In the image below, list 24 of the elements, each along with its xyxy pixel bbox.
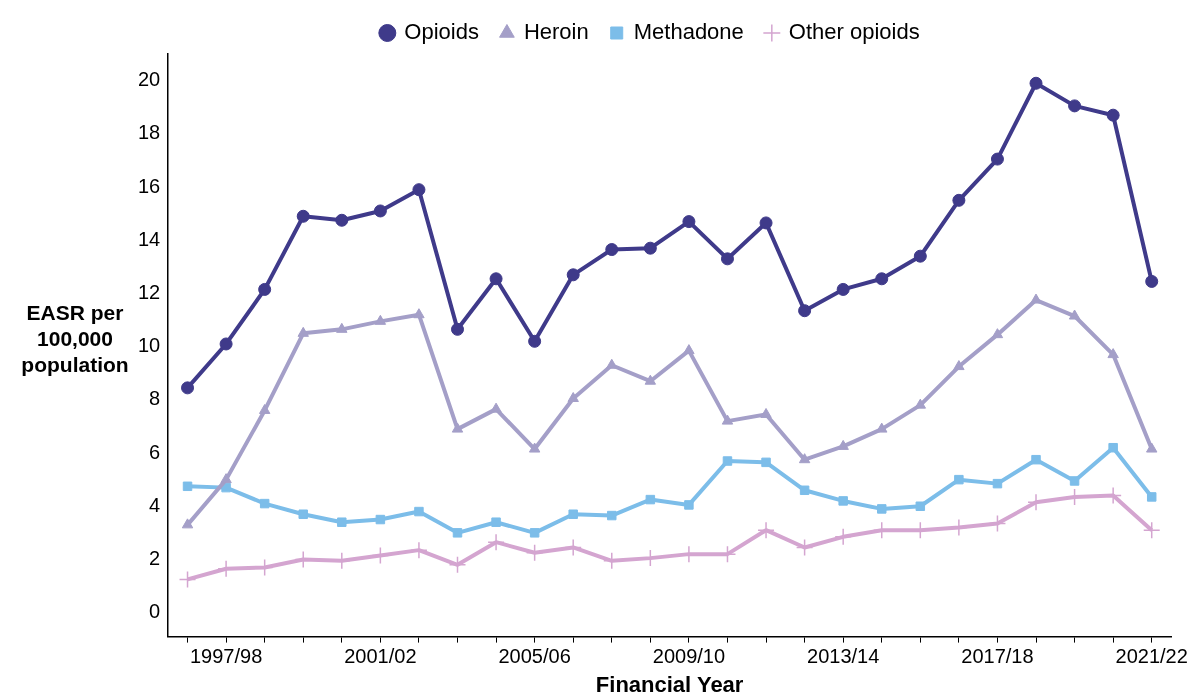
legend-label: Opioids bbox=[404, 19, 479, 45]
y-tick-label: 6 bbox=[149, 440, 161, 463]
x-tick-label: 2021/22 bbox=[1115, 645, 1188, 668]
y-tick-label: 12 bbox=[138, 280, 161, 303]
y-axis-title: EASR per 100,000 population bbox=[21, 301, 129, 376]
y-tick-label: 8 bbox=[149, 387, 161, 410]
y-tick-label: 20 bbox=[138, 68, 161, 91]
x-tick-label: 2017/18 bbox=[961, 645, 1034, 668]
y-tick-label: 4 bbox=[149, 493, 161, 516]
x-tick-label: 1997/98 bbox=[189, 645, 263, 668]
y-tick-label: 16 bbox=[138, 174, 161, 197]
y-tick-label: 14 bbox=[138, 227, 161, 250]
x-tick-label: 2001/02 bbox=[344, 645, 417, 668]
legend-label: Heroin bbox=[523, 19, 589, 45]
x-axis-title: Financial Year bbox=[595, 671, 744, 697]
y-tick-label: 2 bbox=[149, 546, 161, 569]
y-tick-label: 10 bbox=[138, 334, 161, 357]
y-tick-label: 18 bbox=[138, 121, 161, 144]
x-tick-label: 2005/06 bbox=[498, 645, 571, 668]
legend-label: Methadone bbox=[633, 19, 744, 45]
y-tick-label: 0 bbox=[149, 600, 161, 623]
legend-label: Other opioids bbox=[788, 19, 920, 45]
x-tick-label: 2013/14 bbox=[807, 645, 880, 668]
x-tick-label: 2009/10 bbox=[652, 645, 726, 668]
